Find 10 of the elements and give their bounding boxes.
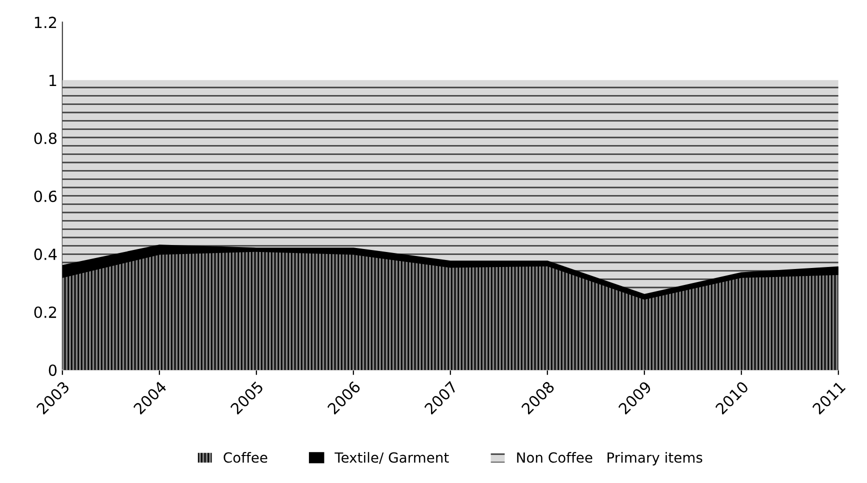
y-tick-label: 0.4 bbox=[34, 248, 57, 260]
legend-label: Coffee bbox=[224, 452, 268, 463]
y-tick-label: 0.8 bbox=[34, 132, 57, 144]
y-tick-label: 1 bbox=[50, 74, 56, 86]
legend-label: Textile/ Garment bbox=[334, 452, 449, 464]
y-tick-label: 1.2 bbox=[34, 16, 56, 28]
y-tick-label: 0.2 bbox=[34, 306, 56, 318]
y-tick-label: 0.6 bbox=[34, 190, 57, 202]
legend-label: Non Coffee Primary items bbox=[517, 452, 702, 466]
y-tick-label: 0 bbox=[48, 364, 57, 376]
